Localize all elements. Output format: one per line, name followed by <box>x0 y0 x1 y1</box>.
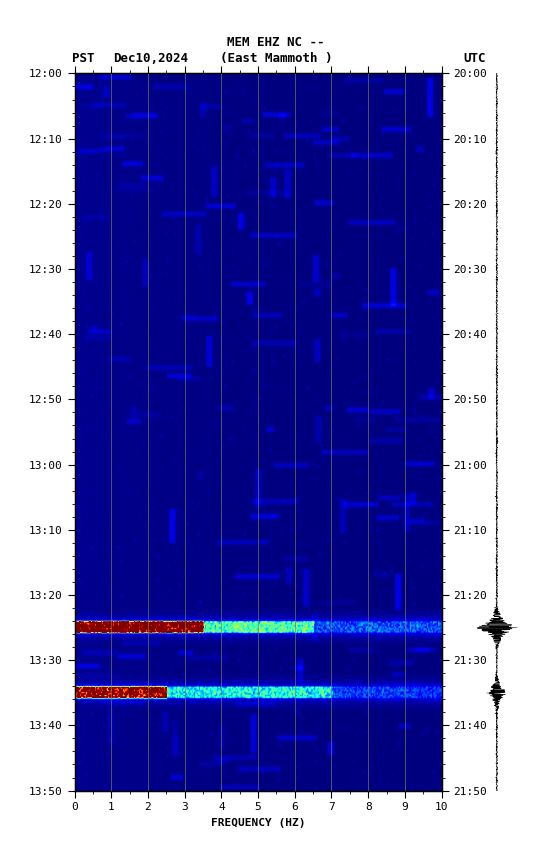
Text: PST: PST <box>72 52 94 65</box>
Text: (East Mammoth ): (East Mammoth ) <box>220 52 332 65</box>
X-axis label: FREQUENCY (HZ): FREQUENCY (HZ) <box>211 818 305 828</box>
Text: UTC: UTC <box>463 52 486 65</box>
Text: Dec10,2024: Dec10,2024 <box>113 52 188 65</box>
Text: MEM EHZ NC --: MEM EHZ NC -- <box>227 36 325 49</box>
